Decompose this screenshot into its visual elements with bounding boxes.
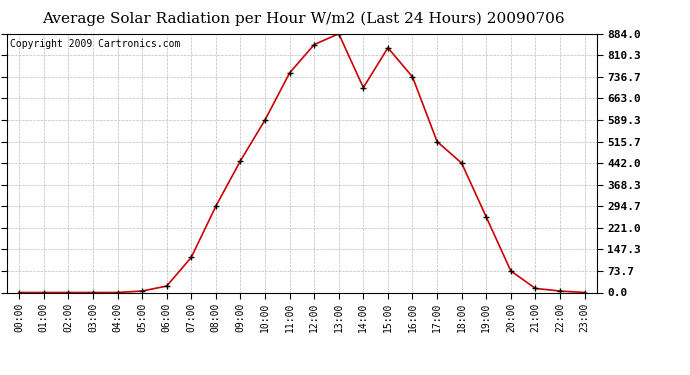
Text: Copyright 2009 Cartronics.com: Copyright 2009 Cartronics.com: [10, 39, 180, 49]
Text: Average Solar Radiation per Hour W/m2 (Last 24 Hours) 20090706: Average Solar Radiation per Hour W/m2 (L…: [42, 11, 565, 26]
